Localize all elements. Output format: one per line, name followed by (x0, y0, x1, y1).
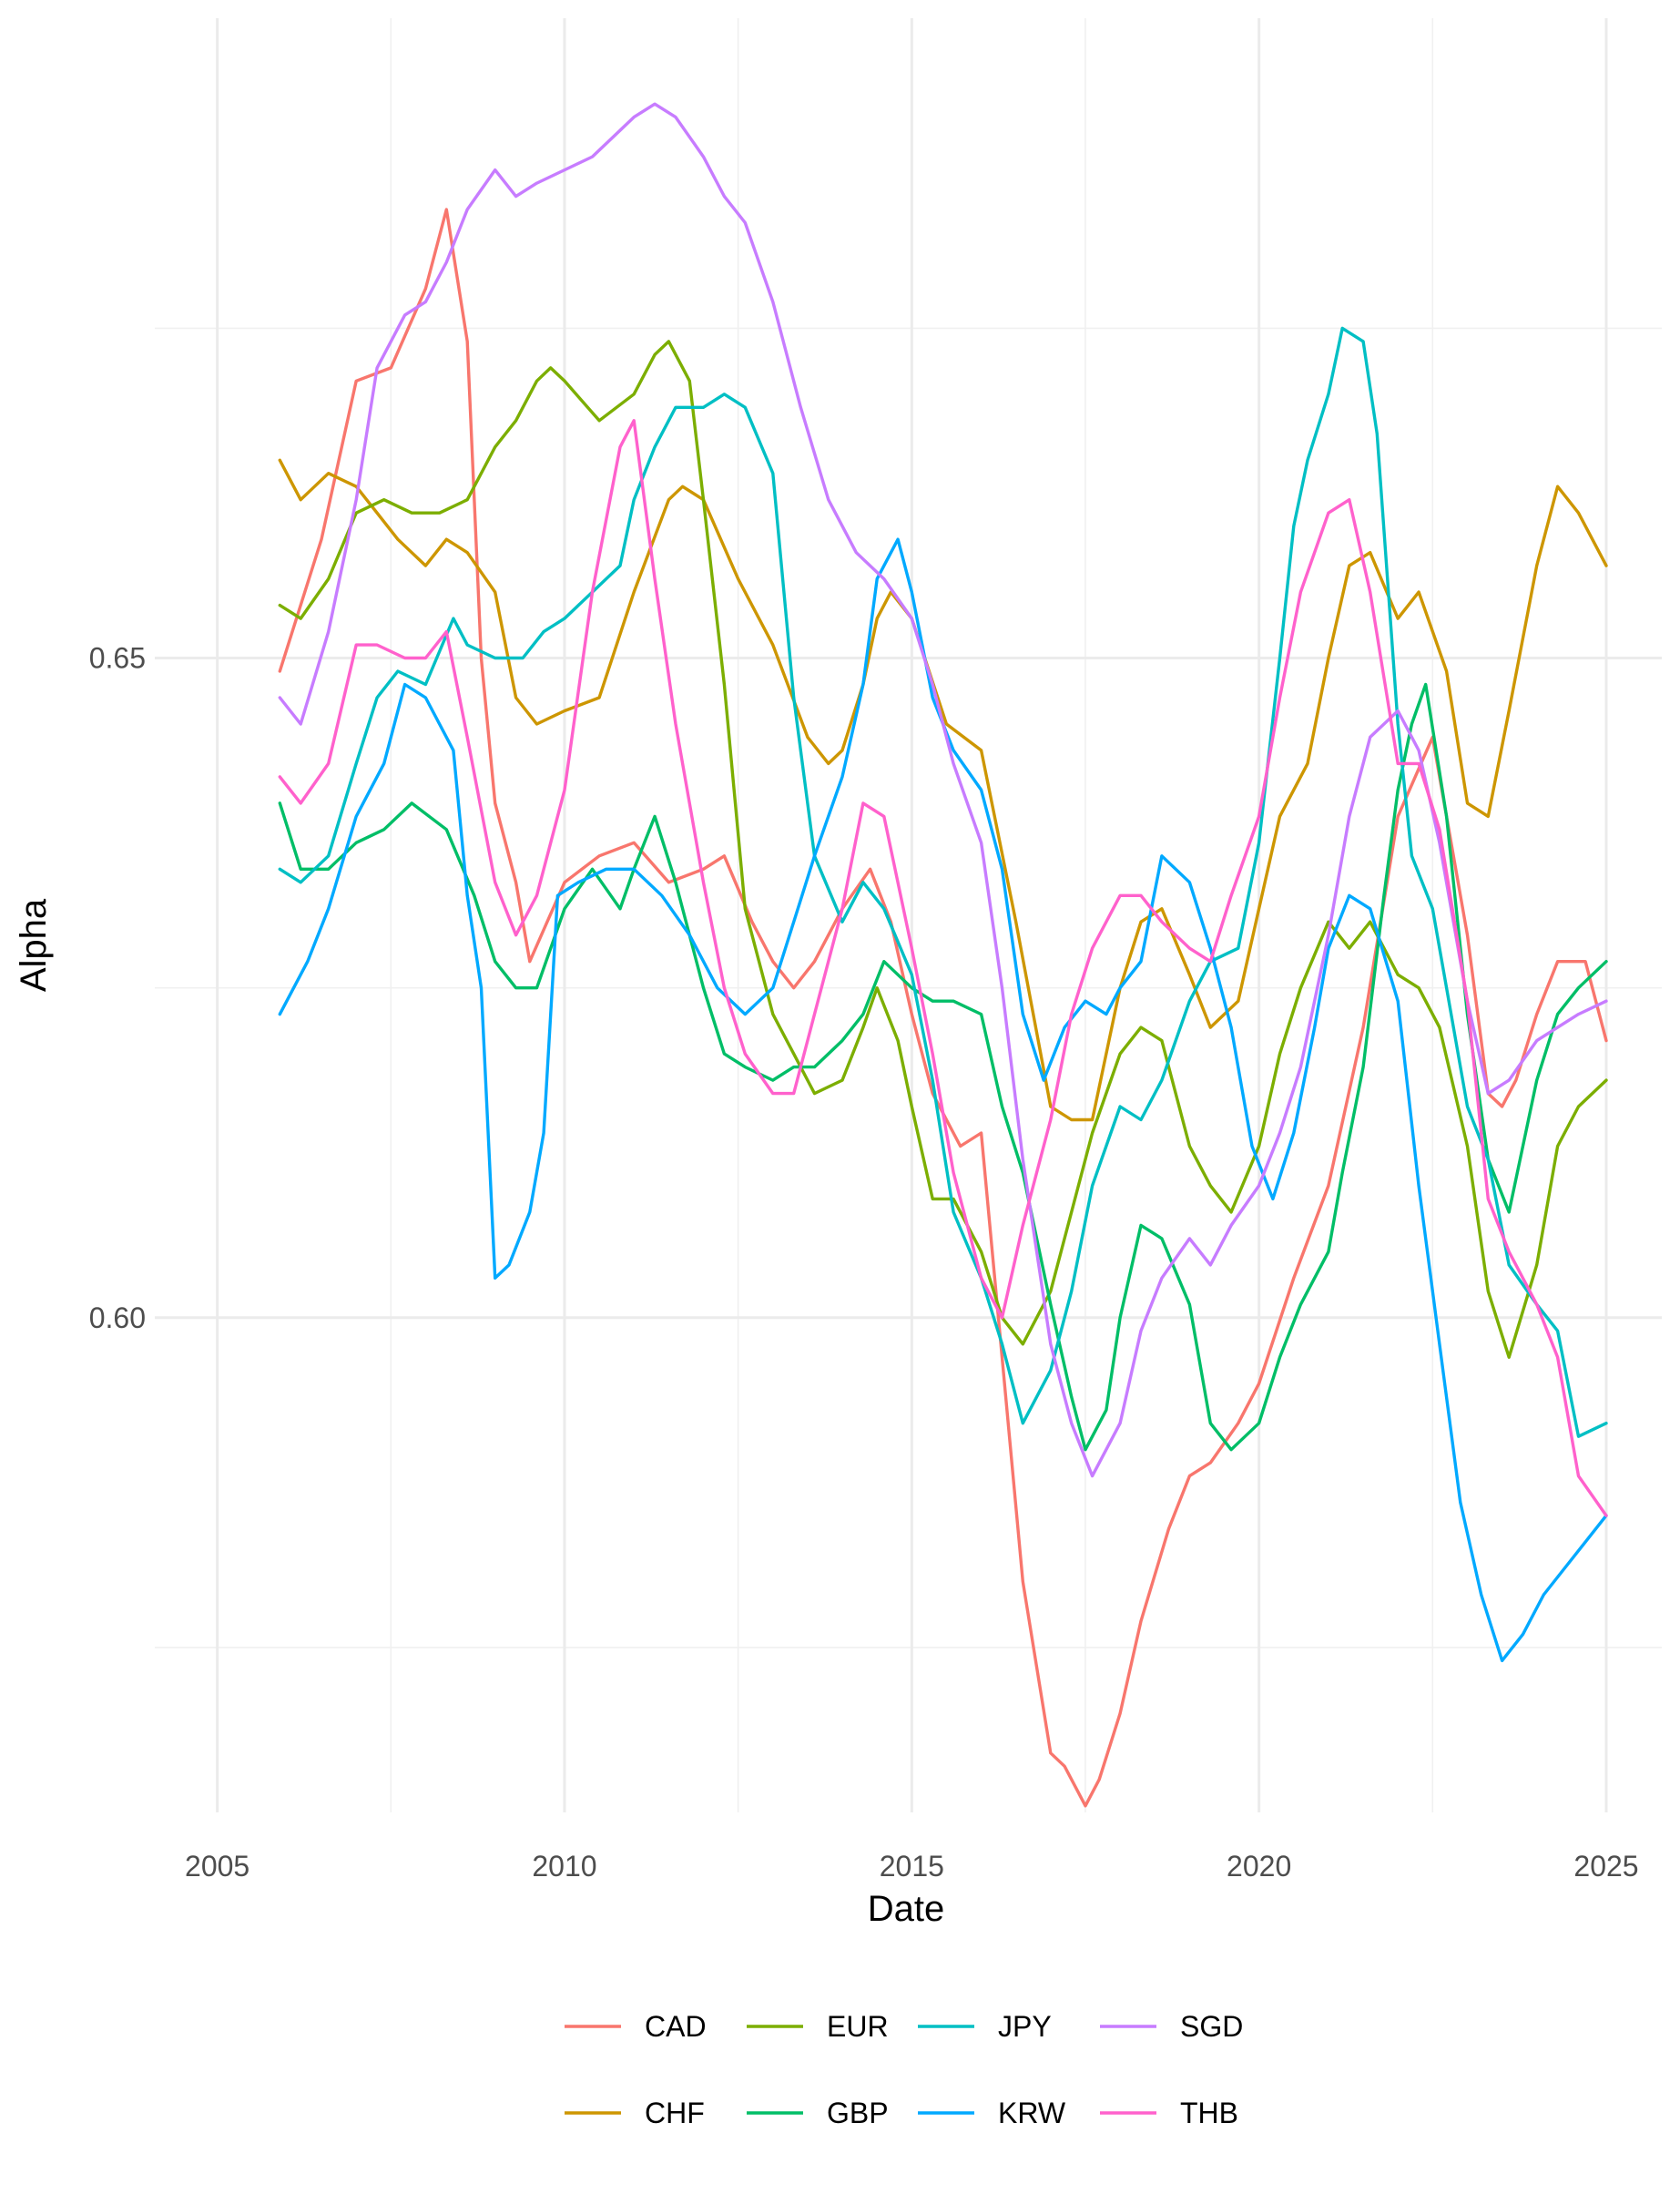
legend-item-eur: EUR (747, 2010, 889, 2043)
legend-item-cad: CAD (565, 2010, 707, 2043)
legend-label: KRW (998, 2097, 1066, 2129)
legend-item-gbp: GBP (747, 2097, 889, 2129)
series-line-cad (278, 208, 1608, 1808)
x-tick-label: 2015 (880, 1850, 944, 1883)
legend-label: SGD (1180, 2010, 1243, 2043)
series-line-krw (278, 537, 1608, 1663)
legend-label: GBP (827, 2097, 889, 2129)
legend-item-krw: KRW (918, 2097, 1066, 2129)
x-tick-label: 2020 (1227, 1850, 1291, 1883)
legend-label: THB (1180, 2097, 1238, 2129)
x-tick-label: 2005 (185, 1850, 249, 1883)
legend-item-thb: THB (1100, 2097, 1238, 2129)
legend-item-jpy: JPY (918, 2010, 1052, 2043)
legend-label: CHF (645, 2097, 705, 2129)
y-tick-label: 0.60 (89, 1301, 146, 1334)
series-line-thb (278, 419, 1608, 1517)
legend-label: CAD (645, 2010, 707, 2043)
x-axis-label: Date (868, 1889, 945, 1929)
legend-label: EUR (827, 2010, 889, 2043)
legend: CAD EUR JPY SGD CHF GBP KRW THB (565, 2010, 1243, 2129)
x-tick-label: 2010 (532, 1850, 596, 1883)
y-axis-label: Alpha (14, 898, 54, 992)
legend-item-sgd: SGD (1100, 2010, 1243, 2043)
legend-item-chf: CHF (565, 2097, 705, 2129)
series-line-sgd (278, 102, 1608, 1478)
x-tick-label: 2025 (1573, 1850, 1638, 1883)
series-lines (278, 102, 1608, 1808)
series-line-chf (278, 458, 1608, 1122)
series-line-gbp (278, 682, 1608, 1452)
tick-labels: 2005 2010 2015 2020 2025 0.60 0.65 (89, 642, 1639, 1883)
y-tick-label: 0.65 (89, 642, 146, 675)
legend-label: JPY (998, 2010, 1052, 2043)
